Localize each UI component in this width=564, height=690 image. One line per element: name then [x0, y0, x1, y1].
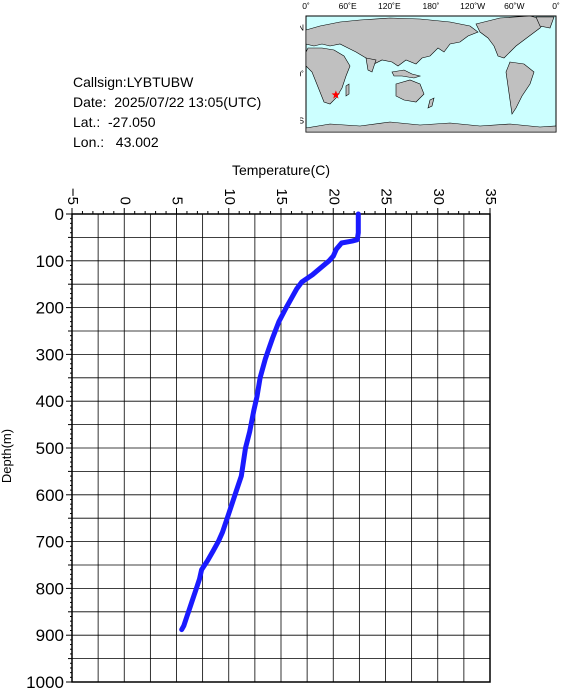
- x-tick-label: 5: [169, 197, 186, 205]
- x-tick-label: 10: [221, 188, 238, 205]
- x-tick-label: 35: [482, 188, 499, 205]
- y-tick-label: 300: [36, 345, 64, 364]
- south-america-land: [505, 61, 535, 115]
- x-tick-label: 30: [430, 188, 447, 205]
- ticks: [66, 208, 491, 683]
- y-tick-label: 100: [36, 252, 64, 271]
- y-tick-label: 200: [36, 299, 64, 318]
- map-lon-label: 60˚E: [339, 1, 357, 11]
- australia-land: [395, 79, 425, 103]
- tick-labels: −5 0 5 10 15 20 25 30 35010020030040050060070080…: [26, 188, 499, 690]
- map-lon-label: 0˚: [302, 1, 310, 11]
- map-lat-label: 60˚S: [300, 115, 304, 125]
- x-tick-label: −5: [64, 188, 81, 205]
- callsign-text: Callsign:LYBTUBW: [73, 74, 194, 90]
- x-tick-label: 25: [378, 188, 395, 205]
- eurasia-land: [305, 17, 479, 67]
- x-tick-label: 0: [116, 197, 133, 205]
- temperature-depth-chart: −5 0 5 10 15 20 25 30 35010020030040050060070080…: [0, 162, 499, 690]
- map-lat-label: 60˚N: [300, 23, 304, 33]
- longitude-text: Lon.: 43.002: [73, 134, 159, 150]
- new-zealand-land: [427, 97, 435, 109]
- y-tick-label: 1000: [26, 673, 64, 690]
- map-lat-label: 0˚: [300, 69, 304, 79]
- location-marker: [331, 90, 341, 99]
- location-map: 0˚ 60˚E 120˚E 180˚ 120˚W 60˚W 0˚ 60˚N 0˚ 60˚S: [286, 0, 564, 150]
- latitude-text: Lat.: -27.050: [73, 114, 156, 130]
- map-lon-label: 180˚: [422, 1, 439, 11]
- africa-land: [305, 47, 351, 105]
- land-masses: [305, 15, 557, 133]
- world-map: 0˚ 60˚E 120˚E 180˚ 120˚W 60˚W 0˚ 60˚N 0˚ 60˚S: [286, 1, 560, 133]
- indonesia-land: [391, 69, 422, 79]
- y-tick-label: 900: [36, 626, 64, 645]
- grid: [71, 213, 491, 683]
- y-tick-label: 800: [36, 579, 64, 598]
- date-text: Date: 2025/07/22 13:05(UTC): [73, 94, 262, 110]
- y-tick-label: 600: [36, 486, 64, 505]
- map-lon-label: 0˚: [552, 1, 560, 11]
- madagascar-land: [345, 83, 350, 97]
- greenland-land: [535, 16, 555, 29]
- north-america-land: [475, 15, 547, 59]
- y-tick-label: 0: [55, 205, 64, 224]
- map-lon-label: 60˚W: [504, 1, 524, 11]
- map-lon-label: 120˚W: [460, 1, 485, 11]
- temperature-profile-line: [179, 211, 361, 633]
- india-land: [365, 57, 377, 73]
- x-tick-label: 15: [273, 188, 290, 205]
- y-tick-label: 400: [36, 392, 64, 411]
- map-lon-label: 120˚E: [378, 1, 401, 11]
- antarctica-land: [305, 121, 557, 133]
- x-axis-label: Temperature(C): [232, 162, 330, 178]
- y-tick-label: 700: [36, 533, 64, 552]
- x-tick-label: 20: [325, 188, 342, 205]
- y-tick-label: 500: [36, 439, 64, 458]
- y-axis-label: Depth(m): [0, 429, 14, 483]
- station-info: Callsign:LYBTUBW Date: 2025/07/22 13:05(…: [73, 72, 261, 152]
